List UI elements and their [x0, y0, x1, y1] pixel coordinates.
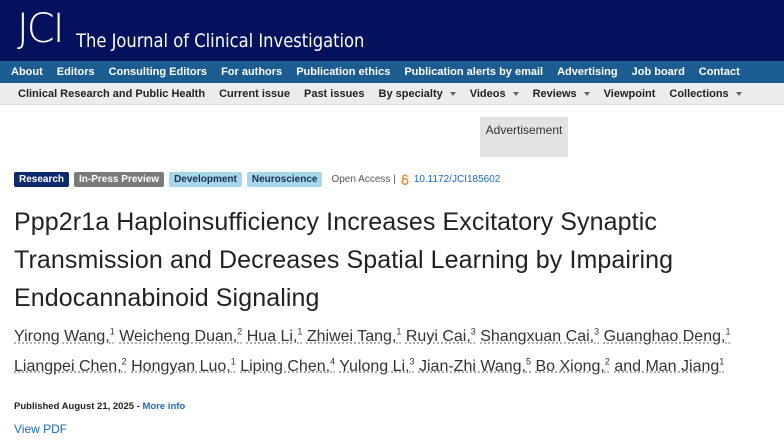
author[interactable]: Yirong Wang,1 [14, 327, 115, 346]
journal-title[interactable]: The Journal of Clinical Investigation [76, 30, 365, 52]
nav-link[interactable]: Publication alerts by email [404, 66, 544, 78]
author-name: Hua Li, [246, 328, 298, 346]
tag[interactable]: Neuroscience [246, 172, 323, 187]
primary-nav: About Editors Consulting Editors For author… [0, 61, 784, 83]
nav-label: Viewpoint [603, 87, 656, 100]
nav-label: Collections [669, 87, 729, 100]
author-name: Weicheng Duan, [119, 328, 238, 346]
author[interactable]: Hua Li,1 [246, 327, 303, 346]
nav-link[interactable]: Consulting Editors [108, 66, 208, 78]
nav-label: By specialty [378, 87, 443, 100]
nav-link[interactable]: Videos [470, 88, 519, 100]
article-title: Ppp2r1a Haploinsufficiency Increases Exc… [14, 208, 674, 312]
affiliation: 3 [594, 327, 600, 337]
author[interactable]: Weicheng Duan,2 [119, 327, 243, 346]
affiliation: 1 [297, 327, 303, 337]
doi-link[interactable]: 10.1172/JCI185602 [413, 174, 501, 185]
nav-link[interactable]: Viewpoint [604, 88, 656, 100]
author-name: Yirong Wang, [14, 328, 110, 346]
affiliation: 3 [409, 356, 415, 367]
author[interactable]: Ruyi Cai,3 [405, 327, 476, 346]
nav-link[interactable]: Editors [56, 66, 95, 78]
nav-link[interactable]: Clinical Research and Public Health [18, 88, 205, 100]
affiliation: 5 [525, 356, 531, 367]
nav-label: Reviews [532, 87, 577, 100]
author-name: Yulong Li, [339, 358, 410, 376]
nav-link[interactable]: Publication ethics [296, 66, 391, 78]
affiliation: 1 [719, 356, 725, 367]
tag[interactable]: Development [169, 172, 242, 187]
dropdown-caret [512, 91, 519, 96]
affiliation: 3 [470, 327, 476, 337]
more-info[interactable]: More info [142, 401, 186, 412]
author[interactable]: Zhiwei Tang,1 [306, 327, 402, 346]
nav-label: Current issue [219, 87, 290, 100]
author-name: and Man Jiang [614, 358, 720, 376]
author[interactable]: Yulong Li,3 [339, 356, 415, 376]
affiliation: 1 [230, 356, 236, 367]
author-name: Shangxuan Cai, [480, 328, 595, 346]
affiliation: 4 [330, 356, 336, 367]
nav-link[interactable]: Past issues [304, 88, 365, 100]
nav-link[interactable]: Collections [669, 87, 742, 100]
author[interactable]: Jian-Zhi Wang,5 [418, 356, 531, 376]
author[interactable]: Liangpei Chen,2 [14, 356, 127, 376]
author[interactable]: Hongyan Luo,1 [131, 356, 236, 376]
logo[interactable]: JCI [17, 6, 65, 52]
nav-label: Videos [469, 87, 506, 100]
author-name: Liangpei Chen, [14, 358, 122, 376]
author-name: Guanghao Deng, [603, 328, 726, 346]
access-label: Open Access | [331, 174, 396, 185]
view-pdf[interactable]: View PDF [14, 422, 68, 436]
tag-row: Research In-Press Preview Development Neuro… [14, 172, 500, 187]
affiliation: 2 [237, 327, 243, 337]
published: Published August 21, 2025 - More info [14, 401, 185, 412]
nav-link[interactable]: Contact [698, 66, 740, 78]
dropdown-caret [583, 91, 590, 96]
nav-link[interactable]: About [11, 66, 43, 78]
nav-label: Clinical Research and Public Health [18, 87, 206, 100]
advertisement: Advertisement [480, 117, 568, 157]
nav-link[interactable]: For authors [221, 66, 283, 78]
affiliation: 1 [725, 327, 731, 337]
dropdown-caret [735, 91, 742, 96]
author-name: Liping Chen, [240, 358, 331, 376]
author-name: Zhiwei Tang, [306, 328, 397, 346]
nav-link[interactable]: Advertising [557, 66, 618, 78]
affiliation: 2 [604, 356, 610, 367]
header: JCI The Journal of Clinical Investigatio… [0, 0, 784, 61]
author-name: Bo Xiong, [535, 358, 605, 376]
author[interactable]: Liping Chen,4 [240, 356, 336, 376]
author[interactable]: Guanghao Deng,1 [603, 327, 731, 346]
affiliation: 2 [121, 356, 127, 367]
dropdown-caret [449, 91, 456, 96]
tag[interactable]: In-Press Preview [74, 172, 165, 187]
nav-link[interactable]: Current issue [219, 88, 290, 100]
author-name: Ruyi Cai, [405, 328, 471, 346]
author-name: Hongyan Luo, [131, 358, 231, 376]
nav-link[interactable]: By specialty [379, 88, 456, 100]
nav-link[interactable]: Job board [631, 66, 685, 78]
nav-link[interactable]: Reviews [533, 88, 590, 100]
author-name: Jian-Zhi Wang, [418, 358, 526, 376]
open-access-icon [401, 174, 409, 185]
published-date: Published August 21, 2025 - [14, 401, 140, 412]
affiliation: 1 [109, 327, 115, 337]
tag[interactable]: Research [14, 172, 70, 187]
authors: Yirong Wang,1 Weicheng Duan,2 Hua Li,1 Z… [14, 320, 784, 380]
affiliation: 1 [396, 327, 402, 337]
secondary-nav: Clinical Research and Public Health Curre… [0, 83, 784, 105]
author[interactable]: Shangxuan Cai,3 [480, 327, 600, 346]
author[interactable]: and Man Jiang1 [614, 356, 725, 376]
nav-label: Past issues [303, 87, 365, 100]
author[interactable]: Bo Xiong,2 [535, 356, 610, 376]
